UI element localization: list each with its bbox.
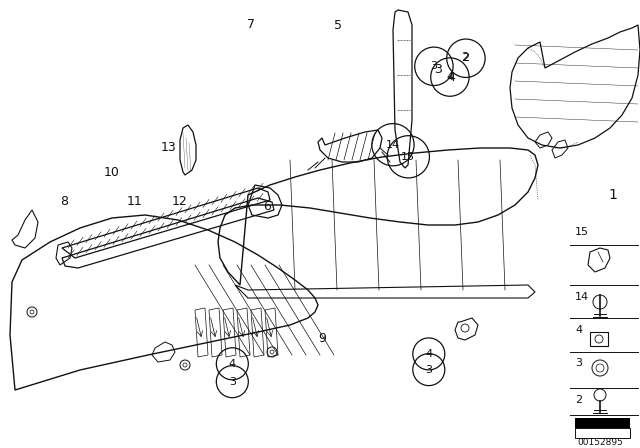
Text: 3: 3 [431,61,437,71]
Text: 4: 4 [447,70,455,84]
Text: 14: 14 [575,292,589,302]
Text: 4: 4 [425,349,433,359]
Text: 15: 15 [575,227,589,237]
Text: 15: 15 [401,152,415,162]
Text: 11: 11 [127,195,142,208]
Text: 10: 10 [104,166,120,179]
Text: 3: 3 [434,63,442,76]
Text: 00152895: 00152895 [577,438,623,447]
Text: 6: 6 [264,199,271,213]
Text: 2: 2 [462,53,470,63]
Text: 8: 8 [60,195,68,208]
Text: 3: 3 [575,358,582,368]
Text: 2: 2 [461,51,468,64]
Bar [575,428,630,438]
Text: 4: 4 [446,72,454,82]
Text: 4: 4 [228,359,236,369]
Text: 4: 4 [575,325,582,335]
Text: 12: 12 [172,195,187,208]
Bar [575,418,630,428]
Text: 14: 14 [386,140,400,150]
Text: 3: 3 [229,377,236,387]
Text: 3: 3 [426,365,432,375]
Text: 2: 2 [575,395,582,405]
Text: 7: 7 [247,18,255,31]
Text: 5: 5 [334,19,342,33]
Text: 13: 13 [161,141,176,155]
Text: 1: 1 [609,188,618,202]
Text: 9: 9 [319,332,326,345]
